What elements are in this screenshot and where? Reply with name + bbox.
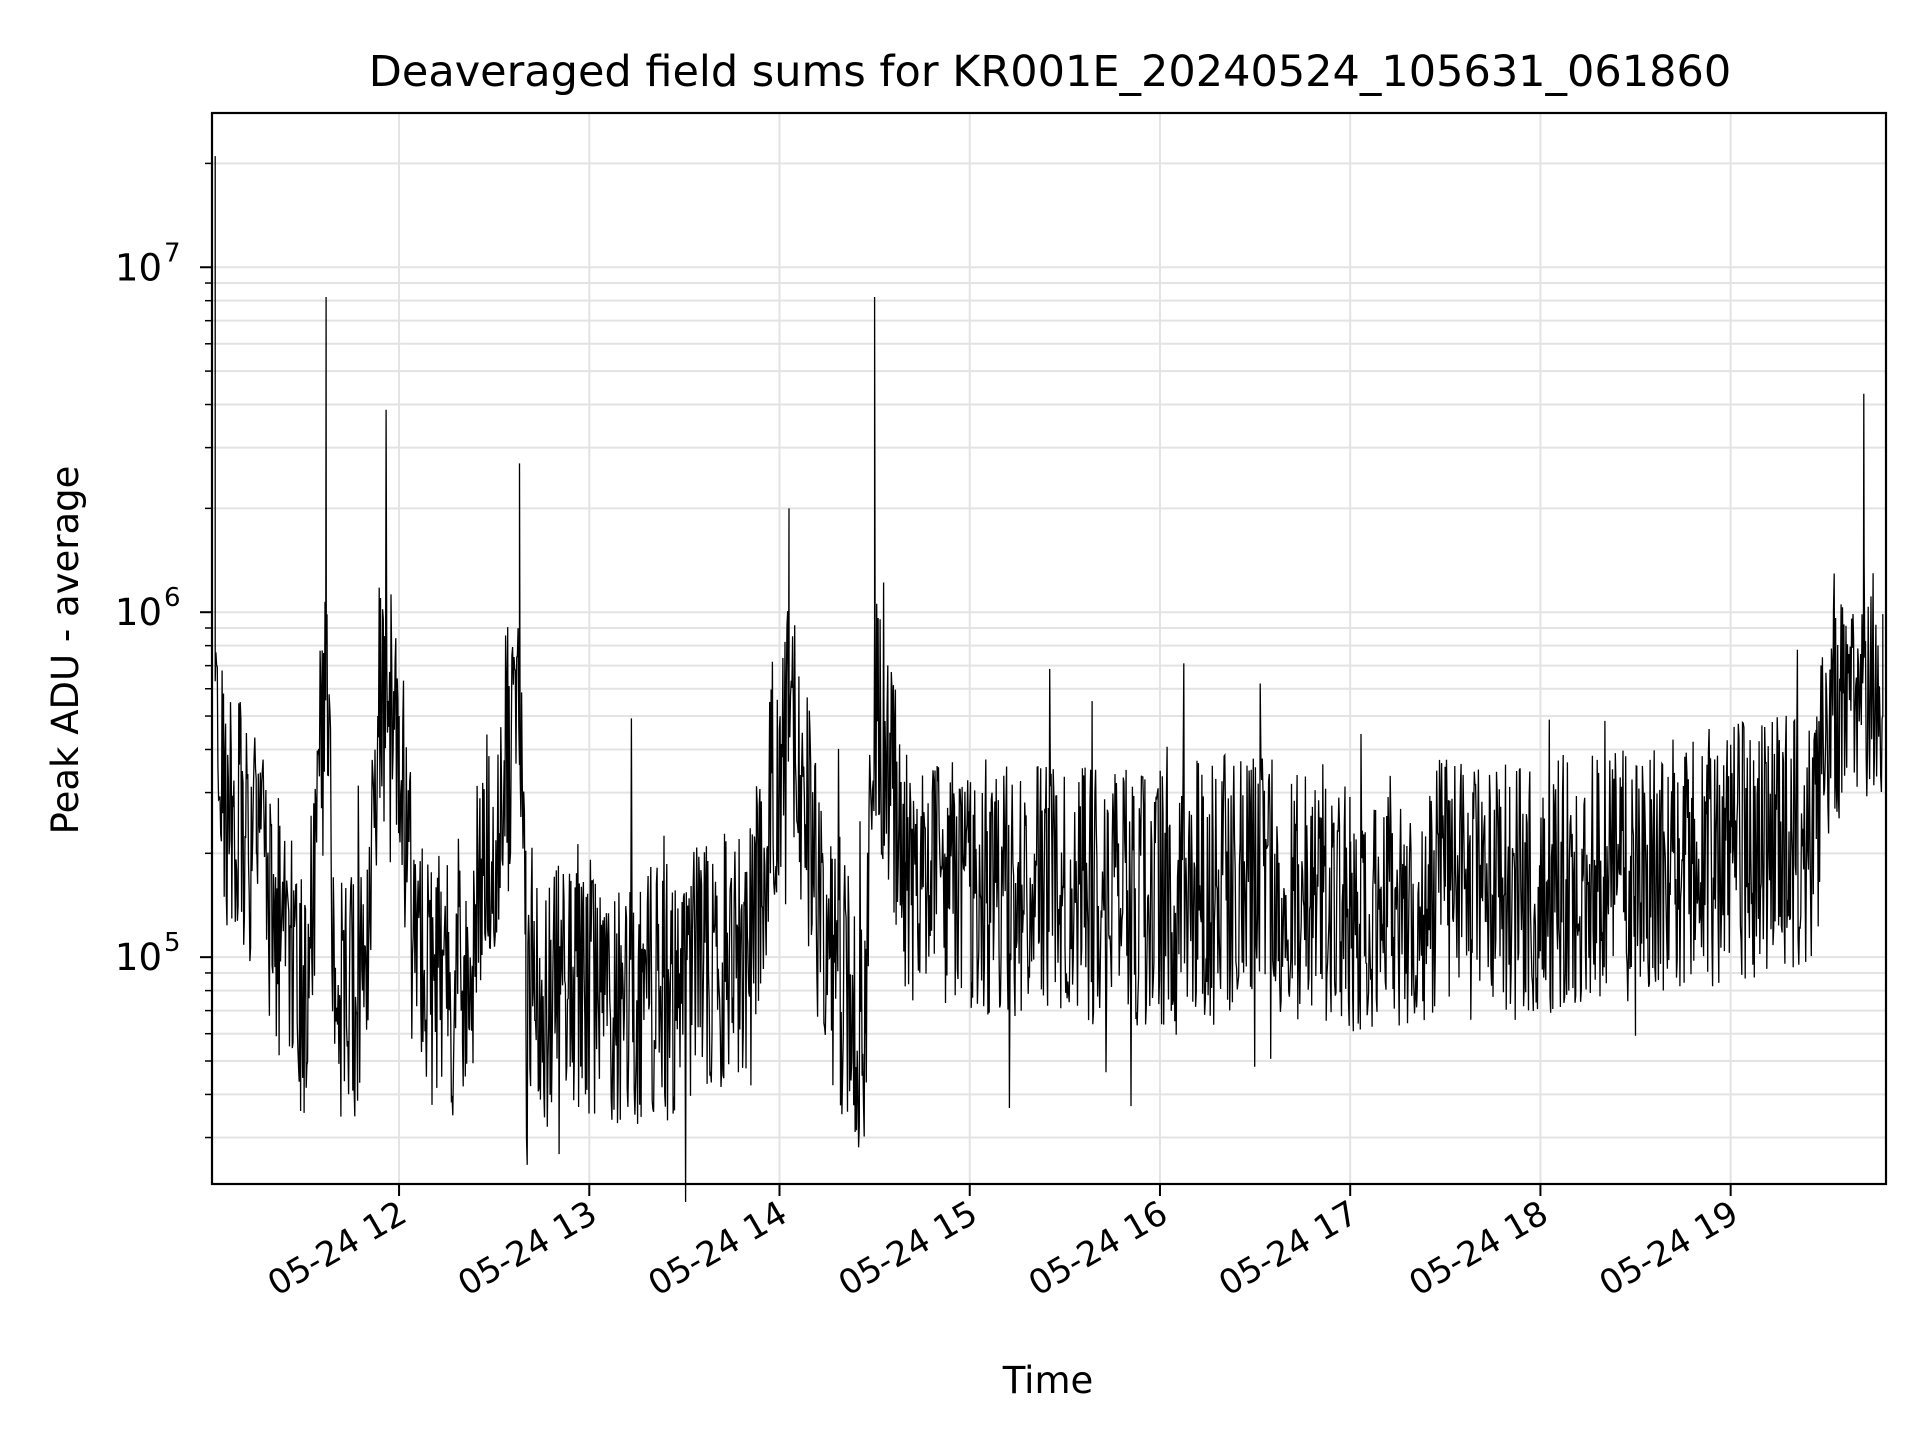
series-area — [214, 156, 1884, 1203]
y-tick-label: 10 6 — [115, 583, 181, 634]
y-axis-label: Peak ADU - average — [44, 466, 87, 835]
y-tick-label-base: 10 — [115, 591, 162, 634]
y-tick-label: 10 7 — [115, 238, 181, 289]
plot-frame — [210, 111, 1888, 1186]
chart-title: Deaveraged field sums for KR001E_2024052… — [369, 47, 1731, 97]
y-tick-label: 10 5 — [115, 928, 181, 979]
y-tick-label-exponent: 6 — [164, 583, 181, 613]
y-tick-label-base: 10 — [115, 246, 162, 289]
series-line — [214, 156, 1884, 1203]
y-tick-label-exponent: 5 — [164, 928, 181, 958]
grid-lines — [212, 113, 1886, 1184]
y-tick-label-base: 10 — [115, 936, 162, 979]
y-tick-label-exponent: 7 — [164, 238, 181, 268]
x-axis-label: Time — [1002, 1359, 1094, 1402]
